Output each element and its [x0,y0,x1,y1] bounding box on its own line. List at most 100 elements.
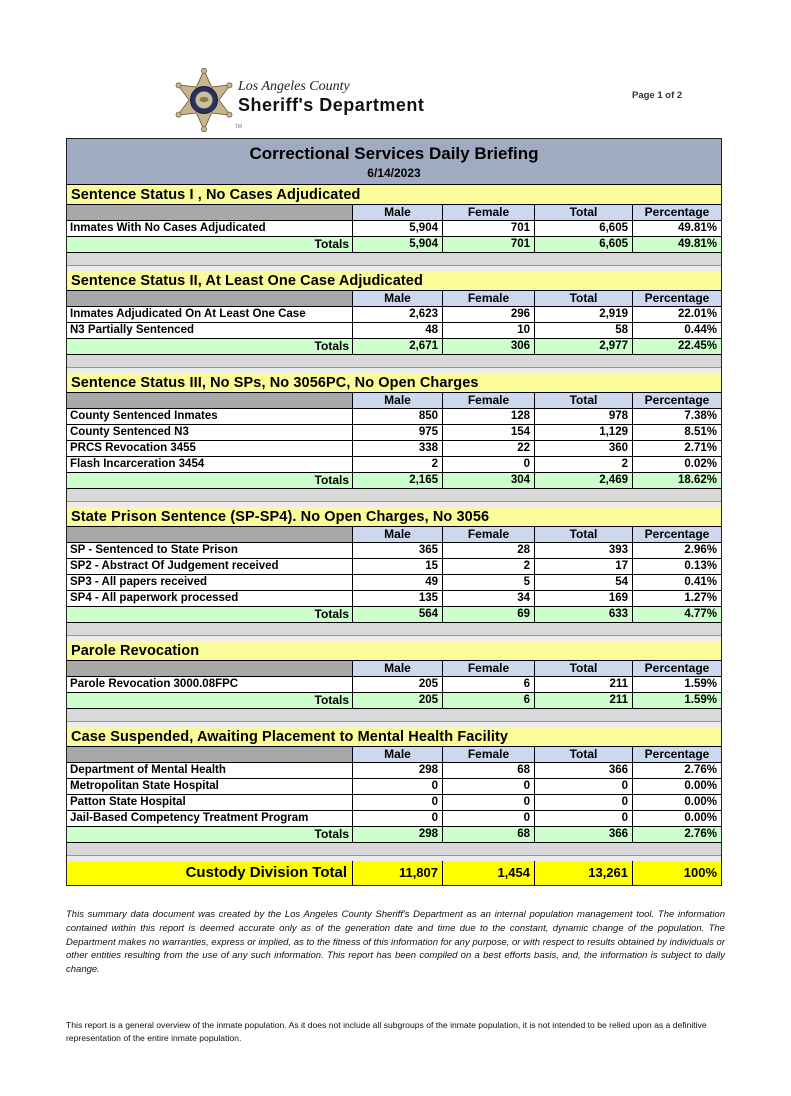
report-title: Correctional Services Daily Briefing [249,144,539,163]
totals-male: 2,671 [352,339,442,354]
column-header-row: Male Female Total Percentage [67,291,721,307]
totals-pct: 18.62% [632,473,721,488]
row-label: County Sentenced Inmates [70,410,218,422]
section-5: Parole Revocation Male Female Total Percenta… [67,641,721,709]
trademark-mark: TM [234,124,242,130]
totals-male: 205 [352,693,442,708]
column-header-female: Female [442,291,534,306]
column-header-total: Total [534,747,632,762]
cell-female: 296 [442,307,534,322]
cell-pct: 1.27% [632,591,721,606]
table-row: Metropolitan State Hospital 0 0 0 0.00% [67,779,721,795]
totals-row: Totals 298 68 366 2.76% [67,827,721,843]
cell-female: 154 [442,425,534,440]
sheriff-star-badge-icon: TM [172,67,242,133]
section-title: Sentence Status I , No Cases Adjudicated [67,185,721,205]
cell-total: 0 [534,811,632,826]
row-label: Metropolitan State Hospital [70,780,219,792]
section-spacer [67,355,721,368]
column-header-male: Male [352,205,442,220]
table-row: PRCS Revocation 3455 338 22 360 2.71% [67,441,721,457]
cell-male: 850 [352,409,442,424]
table-row: Inmates Adjudicated On At Least One Case… [67,307,721,323]
cell-pct: 7.38% [632,409,721,424]
cell-pct: 0.44% [632,323,721,338]
cell-female: 5 [442,575,534,590]
cell-male: 0 [352,779,442,794]
table-row: Patton State Hospital 0 0 0 0.00% [67,795,721,811]
column-header-spacer [67,205,352,220]
section-title: State Prison Sentence (SP-SP4). No Open … [67,507,721,527]
section-3: Sentence Status III, No SPs, No 3056PC, … [67,373,721,489]
cell-male: 975 [352,425,442,440]
totals-female: 69 [442,607,534,622]
agency-name-block: Los Angeles County Sheriff's Department [238,79,425,115]
totals-total: 2,469 [534,473,632,488]
cell-male: 365 [352,543,442,558]
section-2: Sentence Status II, At Least One Case Ad… [67,271,721,355]
grand-total-male: 11,807 [352,861,442,885]
column-header-male: Male [352,291,442,306]
page-indicator: Page 1 of 2 [632,90,683,101]
row-label: SP - Sentenced to State Prison [70,544,238,556]
cell-total: 6,605 [534,221,632,236]
cell-pct: 2.71% [632,441,721,456]
column-header-total: Total [534,393,632,408]
column-header-total: Total [534,527,632,542]
cell-total: 2,919 [534,307,632,322]
column-header-female: Female [442,661,534,676]
row-label: SP3 - All papers received [70,576,208,588]
row-label: SP4 - All paperwork processed [70,592,239,604]
column-header-percentage: Percentage [632,205,721,220]
row-label: N3 Partially Sentenced [70,324,194,336]
table-row: County Sentenced N3 975 154 1,129 8.51% [67,425,721,441]
totals-female: 304 [442,473,534,488]
column-header-percentage: Percentage [632,291,721,306]
column-header-percentage: Percentage [632,393,721,408]
column-header-male: Male [352,747,442,762]
cell-pct: 0.13% [632,559,721,574]
column-header-spacer [67,747,352,762]
totals-row: Totals 2,165 304 2,469 18.62% [67,473,721,489]
totals-male: 564 [352,607,442,622]
overview-note-text: This report is a general overview of the… [66,1019,707,1043]
table-row: Inmates With No Cases Adjudicated 5,904 70… [67,221,721,237]
cell-pct: 1.59% [632,677,721,692]
disclaimer-text: This summary data document was created b… [66,909,725,976]
totals-row: Totals 205 6 211 1.59% [67,693,721,709]
cell-total: 393 [534,543,632,558]
column-header-spacer [67,661,352,676]
section-spacer-light [67,502,721,507]
cell-total: 366 [534,763,632,778]
cell-total: 978 [534,409,632,424]
row-label: County Sentenced N3 [70,426,189,438]
column-header-row: Male Female Total Percentage [67,747,721,763]
cell-pct: 49.81% [632,221,721,236]
column-header-spacer [67,527,352,542]
column-header-spacer [67,393,352,408]
cell-total: 0 [534,779,632,794]
totals-pct: 1.59% [632,693,721,708]
cell-male: 5,904 [352,221,442,236]
section-spacer-light [67,636,721,641]
totals-female: 68 [442,827,534,842]
cell-female: 10 [442,323,534,338]
cell-total: 58 [534,323,632,338]
totals-pct: 4.77% [632,607,721,622]
cell-female: 701 [442,221,534,236]
cell-male: 298 [352,763,442,778]
row-label: Inmates With No Cases Adjudicated [70,222,266,234]
cell-pct: 0.41% [632,575,721,590]
column-header-percentage: Percentage [632,747,721,762]
agency-department: Sheriff's Department [238,94,425,115]
cell-male: 0 [352,795,442,810]
cell-male: 15 [352,559,442,574]
cell-male: 0 [352,811,442,826]
cell-male: 2 [352,457,442,472]
totals-total: 6,605 [534,237,632,252]
section-4: State Prison Sentence (SP-SP4). No Open … [67,507,721,623]
daily-briefing-table: Correctional Services Daily Briefing 6/1… [66,138,722,886]
column-header-row: Male Female Total Percentage [67,527,721,543]
report-title-bar: Correctional Services Daily Briefing 6/1… [67,139,721,185]
section-1: Sentence Status I , No Cases Adjudicated… [67,185,721,253]
